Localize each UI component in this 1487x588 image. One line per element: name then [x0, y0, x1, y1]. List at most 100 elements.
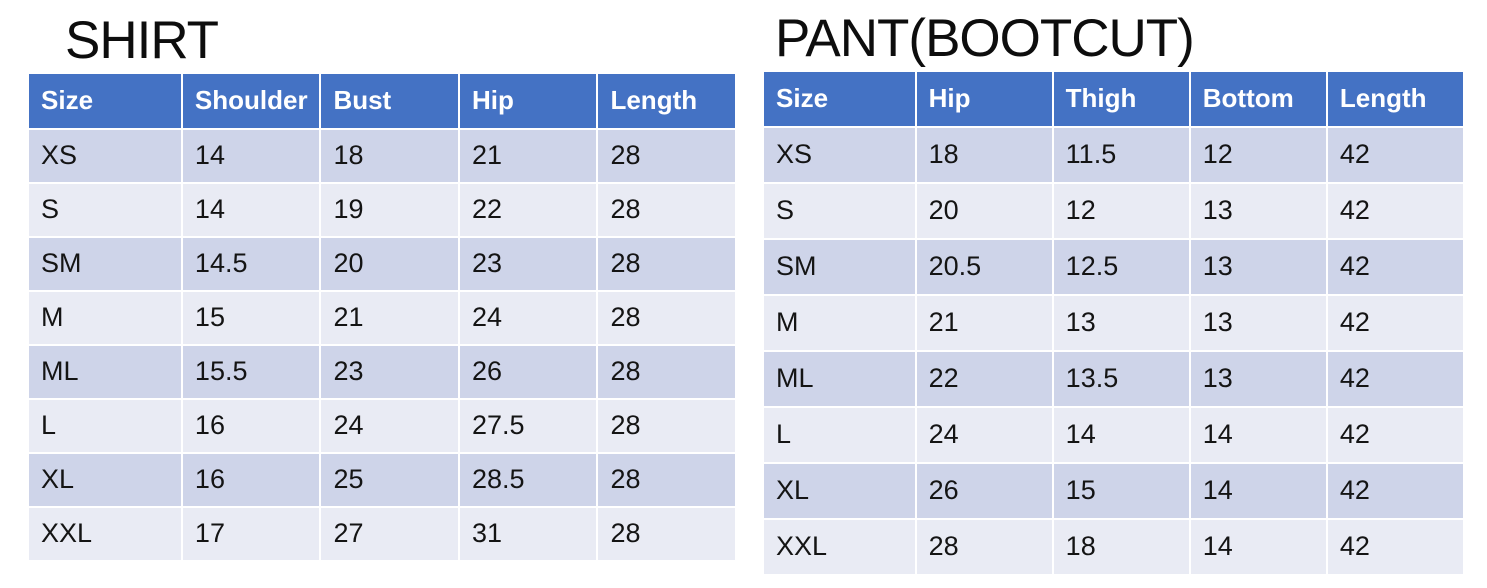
value-cell: 14: [1188, 406, 1328, 464]
value-cell: 19: [319, 182, 460, 238]
size-cell: L: [762, 406, 917, 464]
size-cell: S: [762, 182, 917, 240]
value-cell: 21: [319, 290, 460, 346]
size-cell: XL: [762, 462, 917, 520]
value-cell: 28: [596, 344, 737, 400]
value-cell: 18: [914, 126, 1054, 184]
value-cell: 28.5: [457, 452, 599, 508]
table-row: XXL 28 18 14 42: [762, 518, 1466, 576]
value-cell: 28: [596, 506, 737, 562]
value-cell: 42: [1325, 126, 1466, 184]
value-cell: 25: [319, 452, 460, 508]
value-cell: 21: [457, 128, 599, 184]
table-row: ML 22 13.5 13 42: [762, 350, 1466, 408]
table-row: L 16 24 27.5 28: [27, 398, 737, 454]
value-cell: 13: [1188, 350, 1328, 408]
value-cell: 26: [457, 344, 599, 400]
value-cell: 42: [1325, 238, 1466, 296]
size-cell: SM: [762, 238, 917, 296]
value-cell: 14.5: [180, 236, 322, 292]
column-header: Size: [762, 70, 917, 128]
size-cell: XS: [762, 126, 917, 184]
column-header: Shoulder: [180, 72, 322, 130]
value-cell: 42: [1325, 182, 1466, 240]
value-cell: 20: [914, 182, 1054, 240]
value-cell: 27: [319, 506, 460, 562]
table-row: SM 14.5 20 23 28: [27, 236, 737, 292]
table-row: SM 20.5 12.5 13 42: [762, 238, 1466, 296]
value-cell: 18: [319, 128, 460, 184]
value-cell: 13: [1188, 182, 1328, 240]
table-row: ML 15.5 23 26 28: [27, 344, 737, 400]
value-cell: 20.5: [914, 238, 1054, 296]
size-cell: XL: [27, 452, 183, 508]
column-header: Hip: [914, 70, 1054, 128]
value-cell: 15.5: [180, 344, 322, 400]
size-cell: ML: [762, 350, 917, 408]
table-row: M 15 21 24 28: [27, 290, 737, 346]
value-cell: 14: [1188, 462, 1328, 520]
value-cell: 16: [180, 398, 322, 454]
value-cell: 13: [1188, 238, 1328, 296]
column-header: Hip: [457, 72, 599, 130]
table-row: XS 18 11.5 12 42: [762, 126, 1466, 184]
value-cell: 15: [1051, 462, 1191, 520]
value-cell: 12.5: [1051, 238, 1191, 296]
value-cell: 24: [319, 398, 460, 454]
value-cell: 28: [596, 398, 737, 454]
column-header: Length: [1325, 70, 1466, 128]
value-cell: 42: [1325, 518, 1466, 576]
size-cell: XS: [27, 128, 183, 184]
value-cell: 15: [180, 290, 322, 346]
table-row: XL 16 25 28.5 28: [27, 452, 737, 508]
value-cell: 42: [1325, 294, 1466, 352]
value-cell: 42: [1325, 462, 1466, 520]
value-cell: 28: [596, 452, 737, 508]
column-header: Size: [27, 72, 183, 130]
value-cell: 28: [596, 182, 737, 238]
header-row: Size Hip Thigh Bottom Length: [762, 70, 1466, 128]
value-cell: 23: [457, 236, 599, 292]
table-row: M 21 13 13 42: [762, 294, 1466, 352]
value-cell: 20: [319, 236, 460, 292]
value-cell: 28: [596, 290, 737, 346]
size-cell: SM: [27, 236, 183, 292]
shirt-chart-title: SHIRT: [65, 11, 219, 70]
size-cell: M: [27, 290, 183, 346]
value-cell: 21: [914, 294, 1054, 352]
pant-size-table: Size Hip Thigh Bottom Length XS 18 11.5 12 42 S 20 1…: [762, 70, 1466, 576]
value-cell: 13.5: [1051, 350, 1191, 408]
value-cell: 24: [914, 406, 1054, 464]
value-cell: 14: [180, 182, 322, 238]
shirt-size-table: Size Shoulder Bust Hip Length XS 14 18 21 28 S 14 19…: [27, 72, 737, 562]
pant-chart-title: PANT(BOOTCUT): [775, 9, 1195, 68]
value-cell: 18: [1051, 518, 1191, 576]
value-cell: 28: [596, 128, 737, 184]
size-cell: XXL: [762, 518, 917, 576]
value-cell: 23: [319, 344, 460, 400]
value-cell: 11.5: [1051, 126, 1191, 184]
value-cell: 12: [1051, 182, 1191, 240]
value-cell: 26: [914, 462, 1054, 520]
column-header: Bottom: [1188, 70, 1328, 128]
header-row: Size Shoulder Bust Hip Length: [27, 72, 737, 130]
value-cell: 28: [914, 518, 1054, 576]
value-cell: 13: [1051, 294, 1191, 352]
value-cell: 31: [457, 506, 599, 562]
column-header: Thigh: [1051, 70, 1191, 128]
value-cell: 14: [1051, 406, 1191, 464]
value-cell: 42: [1325, 350, 1466, 408]
value-cell: 13: [1188, 294, 1328, 352]
value-cell: 28: [596, 236, 737, 292]
value-cell: 14: [1188, 518, 1328, 576]
size-cell: S: [27, 182, 183, 238]
size-cell: L: [27, 398, 183, 454]
value-cell: 42: [1325, 406, 1466, 464]
table-row: XS 14 18 21 28: [27, 128, 737, 184]
value-cell: 12: [1188, 126, 1328, 184]
column-header: Bust: [319, 72, 460, 130]
value-cell: 14: [180, 128, 322, 184]
table-row: S 14 19 22 28: [27, 182, 737, 238]
value-cell: 17: [180, 506, 322, 562]
